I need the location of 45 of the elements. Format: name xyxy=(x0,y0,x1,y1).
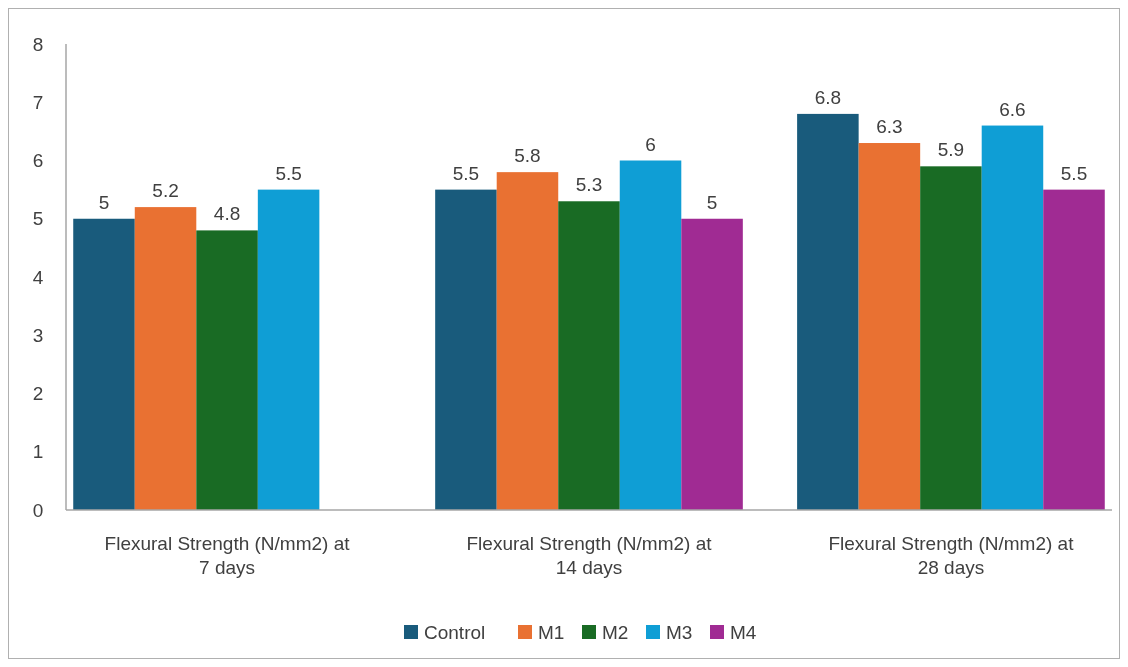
bar xyxy=(858,143,921,510)
data-label: 6 xyxy=(645,133,656,155)
y-tick-label: 4 xyxy=(32,266,44,288)
data-label: 6.6 xyxy=(999,98,1026,120)
bar xyxy=(496,172,559,510)
y-tick-label: 5 xyxy=(32,208,44,230)
data-label: 5.8 xyxy=(514,145,541,167)
legend-label: M2 xyxy=(602,621,629,643)
data-label: 5 xyxy=(98,191,110,213)
bar xyxy=(435,189,497,510)
bar xyxy=(681,218,743,510)
data-label: 6.3 xyxy=(876,116,903,138)
data-label: 5 xyxy=(706,191,718,213)
bar xyxy=(257,189,320,510)
bar xyxy=(134,207,197,510)
data-label: 5.5 xyxy=(452,162,480,184)
data-label: 5.5 xyxy=(1060,162,1088,184)
legend-label: M4 xyxy=(730,621,757,643)
legend-label: M1 xyxy=(538,621,565,643)
bar xyxy=(196,230,258,510)
legend-label: M3 xyxy=(666,621,693,643)
y-tick-label: 7 xyxy=(32,91,44,113)
y-tick-label: 0 xyxy=(32,499,44,521)
y-tick-label: 8 xyxy=(32,33,44,55)
x-tick-label: Flexural Strength (N/mm2) at 7 days xyxy=(104,533,351,578)
data-label: 6.8 xyxy=(814,86,842,108)
x-tick-label: Flexural Strength (N/mm2) at 28 days xyxy=(828,533,1075,578)
data-label: 5.9 xyxy=(937,139,965,161)
bar xyxy=(920,166,982,510)
y-tick-label: 1 xyxy=(32,441,44,463)
bar xyxy=(1043,189,1105,510)
bar xyxy=(558,201,620,510)
bar xyxy=(619,160,682,510)
bar xyxy=(73,218,135,510)
bar xyxy=(797,113,859,510)
bar xyxy=(981,125,1044,510)
x-tick-label: Flexural Strength (N/mm2) at 14 days xyxy=(466,533,713,578)
data-label: 5.5 xyxy=(275,162,302,184)
data-label: 5.2 xyxy=(152,180,179,202)
y-tick-label: 3 xyxy=(32,324,44,346)
data-label: 5.3 xyxy=(575,174,603,196)
y-tick-label: 2 xyxy=(32,383,44,405)
legend-label: Control xyxy=(424,621,486,643)
y-tick-label: 6 xyxy=(32,150,44,172)
data-label: 4.8 xyxy=(213,203,241,225)
